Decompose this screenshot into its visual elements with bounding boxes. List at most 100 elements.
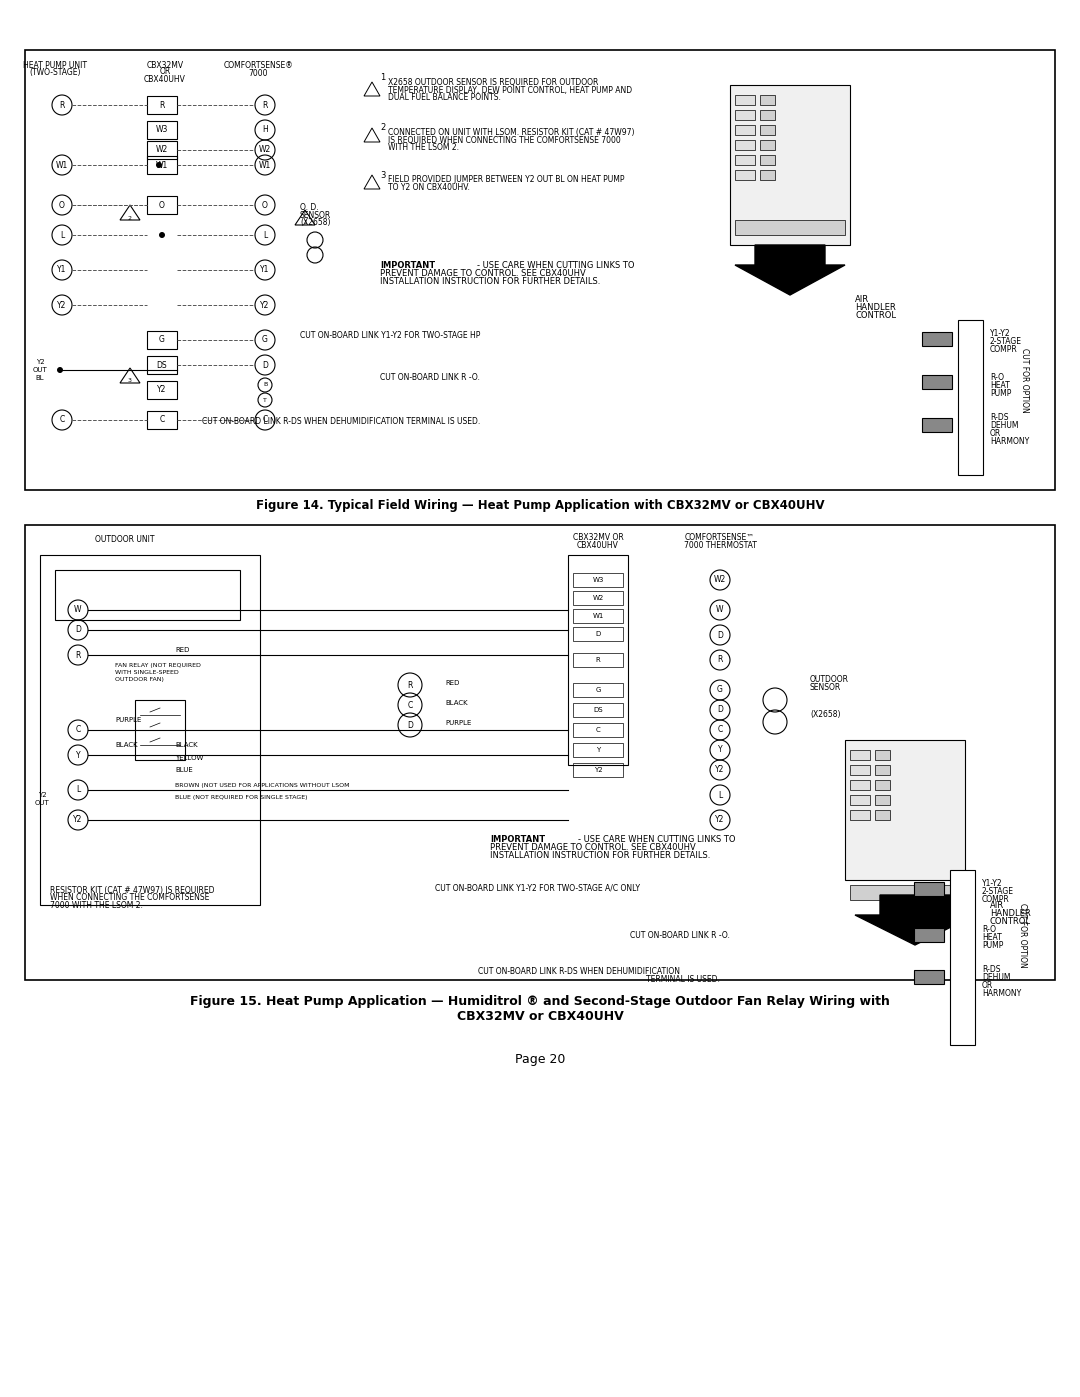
Text: RED: RED bbox=[445, 680, 459, 686]
Text: HEAT: HEAT bbox=[982, 933, 1002, 943]
Text: 2: 2 bbox=[380, 123, 386, 133]
Text: HANDLER: HANDLER bbox=[855, 303, 895, 313]
Bar bbox=[147, 156, 177, 175]
Text: BLACK: BLACK bbox=[445, 700, 468, 705]
Bar bbox=[850, 795, 870, 805]
Text: OUTDOOR UNIT: OUTDOOR UNIT bbox=[95, 535, 154, 545]
Bar bbox=[760, 140, 775, 149]
Text: D: D bbox=[76, 626, 81, 634]
Text: Y2: Y2 bbox=[594, 767, 603, 773]
Text: 2-STAGE: 2-STAGE bbox=[982, 887, 1014, 895]
Text: R: R bbox=[596, 657, 600, 664]
Text: TEMPERATURE DISPLAY, DEW POINT CONTROL, HEAT PUMP AND: TEMPERATURE DISPLAY, DEW POINT CONTROL, … bbox=[388, 85, 632, 95]
Text: 2: 2 bbox=[129, 215, 132, 221]
Text: DEHUM: DEHUM bbox=[982, 974, 1011, 982]
Text: PUMP: PUMP bbox=[982, 942, 1003, 950]
Bar bbox=[760, 170, 775, 180]
Text: 3: 3 bbox=[380, 170, 386, 179]
Bar bbox=[914, 970, 944, 983]
Text: Y1-Y2: Y1-Y2 bbox=[982, 879, 1002, 887]
Text: PUMP: PUMP bbox=[990, 390, 1011, 398]
Text: COMPR: COMPR bbox=[982, 894, 1010, 904]
Text: CONTROL: CONTROL bbox=[855, 312, 896, 320]
Text: (TWO-STAGE): (TWO-STAGE) bbox=[29, 68, 81, 77]
Text: WHEN CONNECTING THE COMFORTSENSE: WHEN CONNECTING THE COMFORTSENSE bbox=[50, 894, 210, 902]
Text: CUT FOR OPTION: CUT FOR OPTION bbox=[1021, 348, 1029, 412]
Circle shape bbox=[159, 232, 165, 237]
Text: B: B bbox=[262, 383, 267, 387]
Text: CUT ON-BOARD LINK R-DS WHEN DEHUMIDIFICATION TERMINAL IS USED.: CUT ON-BOARD LINK R-DS WHEN DEHUMIDIFICA… bbox=[202, 418, 480, 426]
Text: Page 20: Page 20 bbox=[515, 1053, 565, 1066]
Bar bbox=[573, 652, 623, 666]
Text: D: D bbox=[717, 630, 723, 640]
Bar bbox=[147, 356, 177, 374]
Text: CBX32MV or CBX40UHV: CBX32MV or CBX40UHV bbox=[457, 1010, 623, 1023]
Bar bbox=[573, 683, 623, 697]
Bar bbox=[730, 85, 850, 244]
Bar bbox=[875, 795, 890, 805]
Text: OUT: OUT bbox=[35, 800, 50, 806]
Bar bbox=[850, 750, 870, 760]
Text: W2: W2 bbox=[714, 576, 726, 584]
Text: SENSOR: SENSOR bbox=[300, 211, 332, 219]
Text: Y2: Y2 bbox=[715, 816, 725, 824]
Text: G: G bbox=[262, 335, 268, 345]
Bar bbox=[147, 141, 177, 159]
Text: Y2: Y2 bbox=[38, 792, 46, 798]
Text: YELLOW: YELLOW bbox=[175, 754, 203, 761]
Text: WITH THE LSOM 2.: WITH THE LSOM 2. bbox=[388, 144, 459, 152]
Text: COMPR: COMPR bbox=[990, 345, 1017, 353]
Text: HARMONY: HARMONY bbox=[990, 437, 1029, 447]
Text: C: C bbox=[407, 700, 413, 710]
Text: Y: Y bbox=[718, 746, 723, 754]
Text: D: D bbox=[717, 705, 723, 714]
Bar bbox=[573, 763, 623, 777]
Text: 3: 3 bbox=[129, 379, 132, 384]
Bar bbox=[25, 525, 1055, 981]
Text: HARMONY: HARMONY bbox=[982, 989, 1022, 999]
Text: DS: DS bbox=[593, 707, 603, 712]
Text: - USE CARE WHEN CUTTING LINKS TO: - USE CARE WHEN CUTTING LINKS TO bbox=[477, 260, 635, 270]
Text: IS REQUIRED WHEN CONNECTING THE COMFORTSENSE 7000: IS REQUIRED WHEN CONNECTING THE COMFORTS… bbox=[388, 136, 621, 144]
Bar bbox=[568, 555, 627, 766]
Text: HANDLER: HANDLER bbox=[990, 908, 1030, 918]
Text: G: G bbox=[159, 335, 165, 345]
Bar bbox=[40, 555, 260, 905]
Bar bbox=[573, 609, 623, 623]
Text: C: C bbox=[717, 725, 723, 735]
Text: R: R bbox=[59, 101, 65, 109]
Text: WITH SINGLE-SPEED: WITH SINGLE-SPEED bbox=[114, 669, 179, 675]
Text: FIELD PROVIDED JUMPER BETWEEN Y2 OUT BL ON HEAT PUMP: FIELD PROVIDED JUMPER BETWEEN Y2 OUT BL … bbox=[388, 175, 624, 183]
Text: CUT ON-BOARD LINK Y1-Y2 FOR TWO-STAGE HP: CUT ON-BOARD LINK Y1-Y2 FOR TWO-STAGE HP bbox=[299, 331, 480, 339]
Text: OUTDOOR: OUTDOOR bbox=[810, 676, 849, 685]
Bar bbox=[147, 331, 177, 349]
Text: Figure 14. Typical Field Wiring — Heat Pump Application with CBX32MV or CBX40UHV: Figure 14. Typical Field Wiring — Heat P… bbox=[256, 499, 824, 511]
Text: CUT ON-BOARD LINK Y1-Y2 FOR TWO-STAGE A/C ONLY: CUT ON-BOARD LINK Y1-Y2 FOR TWO-STAGE A/… bbox=[435, 883, 640, 893]
Text: PREVENT DAMAGE TO CONTROL. SEE CBX40UHV: PREVENT DAMAGE TO CONTROL. SEE CBX40UHV bbox=[490, 844, 696, 852]
Text: BLACK: BLACK bbox=[114, 742, 137, 747]
Bar bbox=[875, 766, 890, 775]
Bar bbox=[922, 418, 951, 432]
Text: G: G bbox=[717, 686, 723, 694]
Text: C: C bbox=[596, 726, 600, 733]
Text: R: R bbox=[76, 651, 81, 659]
Text: 7000: 7000 bbox=[248, 68, 268, 77]
Text: CBX32MV OR: CBX32MV OR bbox=[572, 532, 623, 542]
Text: D: D bbox=[407, 721, 413, 729]
Text: PURPLE: PURPLE bbox=[445, 719, 471, 726]
Text: R: R bbox=[717, 655, 723, 665]
Bar bbox=[914, 882, 944, 895]
Text: INSTALLATION INSTRUCTION FOR FURTHER DETAILS.: INSTALLATION INSTRUCTION FOR FURTHER DET… bbox=[490, 852, 711, 861]
Bar bbox=[147, 122, 177, 138]
Bar bbox=[735, 155, 755, 165]
Text: W1: W1 bbox=[156, 161, 168, 169]
Text: OR: OR bbox=[160, 67, 171, 77]
Text: COMFORTSENSE®: COMFORTSENSE® bbox=[224, 60, 293, 70]
Text: OUT: OUT bbox=[32, 367, 48, 373]
Text: Y1: Y1 bbox=[57, 265, 67, 274]
Text: 1: 1 bbox=[380, 74, 386, 82]
Text: L: L bbox=[76, 785, 80, 795]
Text: W: W bbox=[75, 605, 82, 615]
Bar bbox=[950, 870, 975, 1045]
Text: Figure 15. Heat Pump Application — Humiditrol ® and Second-Stage Outdoor Fan Rel: Figure 15. Heat Pump Application — Humid… bbox=[190, 996, 890, 1009]
